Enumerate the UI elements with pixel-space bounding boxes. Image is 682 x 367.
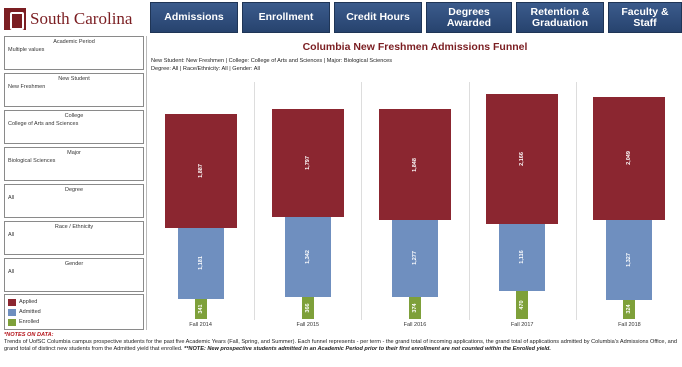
x-tick-label: Fall 2016 bbox=[403, 322, 427, 328]
column-divider bbox=[361, 82, 363, 320]
filter-label: Race / Ethnicity bbox=[54, 224, 94, 230]
filter-academic-period[interactable]: Academic Period Multiple values bbox=[4, 36, 144, 70]
nav-faculty-staff-button[interactable]: Faculty & Staff bbox=[608, 2, 682, 33]
bar-enrolled-fall-2015[interactable] bbox=[301, 297, 314, 319]
filter-race-ethnicity[interactable]: Race / Ethnicity All bbox=[4, 221, 144, 255]
column-divider bbox=[254, 82, 256, 320]
bar-applied-fall-2014[interactable] bbox=[164, 114, 237, 228]
filter-label: Degree bbox=[64, 187, 84, 193]
bar-enrolled-fall-2018[interactable] bbox=[623, 299, 636, 319]
data-label-applied-fall-2014: 1,887 bbox=[197, 164, 204, 178]
filter-value: New Freshmen bbox=[8, 84, 46, 90]
data-label-admitted-fall-2017: 1,116 bbox=[519, 250, 526, 265]
x-tick-label: Fall 2014 bbox=[189, 322, 212, 328]
bar-enrolled-fall-2014[interactable] bbox=[194, 298, 207, 319]
x-tick-label: Fall 2018 bbox=[618, 322, 641, 328]
chart-filter-summary-line1: New Student: New Freshmen | College: Col… bbox=[151, 58, 393, 64]
bar-enrolled-fall-2017[interactable] bbox=[516, 290, 529, 319]
legend-label: Enrolled bbox=[19, 319, 40, 325]
data-label-enrolled-fall-2017: 470 bbox=[519, 300, 526, 310]
data-label-applied-fall-2018: 2,049 bbox=[626, 151, 633, 166]
filter-value: Multiple values bbox=[8, 47, 45, 53]
bar-admitted-fall-2014[interactable] bbox=[177, 227, 224, 299]
brand-name: South Carolina bbox=[30, 9, 133, 28]
filter-major[interactable]: Major Biological Sciences bbox=[4, 147, 144, 181]
logo-emblem-icon bbox=[4, 8, 26, 30]
legend-swatch bbox=[8, 298, 16, 306]
filter-label: Academic Period bbox=[53, 39, 95, 45]
notes-body: Trends of UofSC Columbia campus prospect… bbox=[4, 339, 677, 352]
filter-gender[interactable]: Gender All bbox=[4, 258, 144, 292]
data-label-applied-fall-2015: 1,797 bbox=[304, 155, 311, 170]
legend-label: Admitted bbox=[19, 309, 41, 315]
chart-title: Columbia New Freshmen Admissions Funnel bbox=[302, 41, 528, 53]
data-label-enrolled-fall-2014: 341 bbox=[197, 304, 204, 314]
column-divider bbox=[468, 82, 470, 320]
x-tick-label: Fall 2015 bbox=[296, 322, 320, 328]
column-divider bbox=[575, 82, 577, 320]
data-label-enrolled-fall-2018: 324 bbox=[626, 304, 633, 314]
filter-college[interactable]: College College of Arts and Sciences bbox=[4, 110, 144, 144]
filter-panel: Academic Period Multiple values New Stud… bbox=[4, 36, 144, 330]
filter-label: Gender bbox=[64, 261, 84, 267]
bar-enrolled-fall-2016[interactable] bbox=[409, 296, 421, 319]
filter-label: Major bbox=[67, 150, 81, 156]
university-logo[interactable]: South Carolina bbox=[4, 6, 146, 32]
bar-admitted-fall-2018[interactable] bbox=[606, 219, 653, 300]
legend-swatch bbox=[8, 308, 16, 316]
filter-value: All bbox=[8, 195, 15, 201]
x-tick-label: Fall 2017 bbox=[510, 322, 534, 328]
filter-label: College bbox=[64, 113, 84, 119]
chart-plot-area: 341 1,181 1,887 Fall 2014 366 1,342 1,797 Fall … bbox=[147, 82, 682, 330]
bar-admitted-fall-2015[interactable] bbox=[284, 216, 331, 298]
data-notes: *NOTES ON DATA: Trends of UofSC Columbia… bbox=[4, 332, 680, 353]
top-navigation: Admissions Enrollment Credit Hours Degre… bbox=[150, 2, 682, 34]
data-label-enrolled-fall-2016: 374 bbox=[412, 303, 418, 313]
data-label-admitted-fall-2014: 1,181 bbox=[197, 256, 204, 270]
bar-applied-fall-2015[interactable] bbox=[271, 108, 344, 217]
legend-label: Applied bbox=[19, 299, 38, 305]
data-label-enrolled-fall-2015: 366 bbox=[304, 303, 311, 313]
legend-item-admitted[interactable]: Admitted bbox=[8, 307, 140, 317]
notes-heading: *NOTES ON DATA: bbox=[4, 332, 54, 338]
data-label-applied-fall-2017: 2,166 bbox=[519, 151, 526, 166]
filter-value: Biological Sciences bbox=[8, 158, 56, 164]
bar-admitted-fall-2017[interactable] bbox=[499, 223, 546, 291]
filter-value: All bbox=[8, 232, 15, 238]
filter-label: New Student bbox=[58, 76, 90, 82]
data-label-applied-fall-2016: 1,848 bbox=[412, 157, 418, 172]
bar-applied-fall-2018[interactable] bbox=[593, 97, 666, 220]
chart-filter-summary-line2: Degree: All | Race/Ethnicity: All | Gend… bbox=[151, 66, 260, 72]
filter-value: College of Arts and Sciences bbox=[8, 121, 79, 127]
bar-applied-fall-2016[interactable] bbox=[379, 109, 451, 220]
notes-emphasis: **NOTE: New prospective students admitte… bbox=[184, 346, 551, 352]
filter-degree[interactable]: Degree All bbox=[4, 184, 144, 218]
bar-admitted-fall-2016[interactable] bbox=[392, 219, 438, 297]
legend-swatch bbox=[8, 318, 16, 326]
nav-retention-graduation-button[interactable]: Retention & Graduation bbox=[516, 2, 604, 33]
legend-item-enrolled[interactable]: Enrolled bbox=[8, 317, 140, 327]
data-label-admitted-fall-2015: 1,342 bbox=[304, 249, 311, 264]
nav-credit-hours-button[interactable]: Credit Hours bbox=[334, 2, 422, 33]
data-label-admitted-fall-2016: 1,277 bbox=[412, 251, 418, 266]
filter-new-student[interactable]: New Student New Freshmen bbox=[4, 73, 144, 107]
admissions-funnel-chart: Columbia New Freshmen Admissions Funnel … bbox=[146, 36, 682, 330]
bar-applied-fall-2017[interactable] bbox=[486, 93, 559, 224]
chart-legend: Applied Admitted Enrolled bbox=[4, 294, 144, 330]
nav-degrees-awarded-button[interactable]: Degrees Awarded bbox=[426, 2, 512, 33]
nav-enrollment-button[interactable]: Enrollment bbox=[242, 2, 330, 33]
legend-item-applied[interactable]: Applied bbox=[8, 297, 140, 307]
filter-value: All bbox=[8, 269, 15, 275]
data-label-admitted-fall-2018: 1,327 bbox=[626, 252, 633, 267]
nav-admissions-button[interactable]: Admissions bbox=[150, 2, 238, 33]
